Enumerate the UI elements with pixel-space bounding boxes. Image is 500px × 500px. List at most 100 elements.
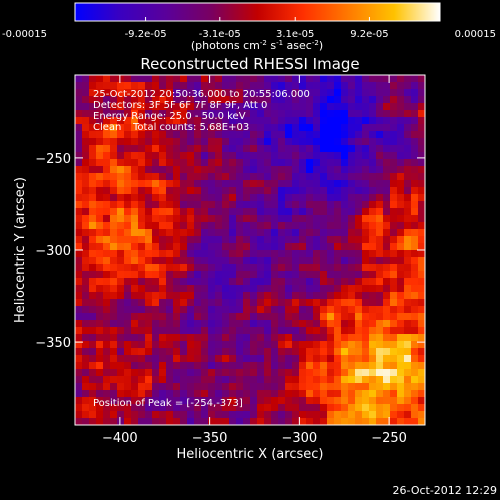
heatmap-cell [278,313,286,321]
heatmap-cell [173,397,181,405]
heatmap-cell [299,362,307,370]
heatmap-cell [82,348,90,356]
heatmap-cell [250,250,258,258]
heatmap-cell [411,159,419,167]
heatmap-cell [208,229,216,237]
heatmap-cell [138,75,146,83]
heatmap-cell [383,271,391,279]
heatmap-cell [110,271,118,279]
heatmap-cell [355,103,363,111]
heatmap-cell [243,362,251,370]
heatmap-cell [103,208,111,216]
colorbar-tick-label: -9.2e-05 [125,29,167,40]
heatmap-cell [355,418,363,426]
heatmap-cell [397,173,405,181]
heatmap-cell [124,173,132,181]
heatmap-cell [145,75,153,83]
heatmap-cell [299,383,307,391]
heatmap-cell [110,355,118,363]
heatmap-cell [89,103,97,111]
heatmap-cell [348,418,356,426]
heatmap-cell [348,327,356,335]
heatmap-cell [243,89,251,97]
heatmap-cell [418,390,426,398]
heatmap-cell [334,208,342,216]
heatmap-cell [208,271,216,279]
heatmap-cell [138,250,146,258]
heatmap-cell [292,173,300,181]
heatmap-cell [376,306,384,314]
heatmap-cell [110,278,118,286]
heatmap-cell [229,82,237,90]
heatmap-cell [285,376,293,384]
heatmap-cell [75,229,83,237]
heatmap-cell [341,159,349,167]
heatmap-cell [187,110,195,118]
heatmap-cell [348,159,356,167]
heatmap-cell [355,166,363,174]
heatmap-cell [313,159,321,167]
heatmap-cell [89,334,97,342]
heatmap-cell [383,306,391,314]
heatmap-cell [250,369,258,377]
heatmap-cell [285,250,293,258]
heatmap-cell [404,173,412,181]
heatmap-cell [222,341,230,349]
heatmap-cell [215,334,223,342]
heatmap-cell [369,117,377,125]
heatmap-cell [103,390,111,398]
heatmap-cell [327,82,335,90]
heatmap-cell [89,383,97,391]
heatmap-cell [383,327,391,335]
heatmap-cell [369,404,377,412]
heatmap-cell [215,369,223,377]
heatmap-cell [327,299,335,307]
heatmap-cell [166,124,174,132]
heatmap-cell [103,124,111,132]
heatmap-cell [215,96,223,104]
heatmap-cell [131,159,139,167]
heatmap-cell [89,362,97,370]
heatmap-cell [411,404,419,412]
heatmap-cell [89,194,97,202]
heatmap-cell [82,341,90,349]
heatmap-cell [264,271,272,279]
heatmap-cell [306,208,314,216]
heatmap-cell [145,341,153,349]
heatmap-cell [145,229,153,237]
heatmap-cell [341,229,349,237]
heatmap-cell [138,411,146,419]
heatmap-cell [124,159,132,167]
heatmap-cell [348,397,356,405]
heatmap-cell [404,110,412,118]
heatmap-cell [110,250,118,258]
heatmap-cell [117,327,125,335]
heatmap-cell [411,243,419,251]
heatmap-cell [152,89,160,97]
heatmap-cell [159,404,167,412]
heatmap-cell [313,250,321,258]
heatmap-cell [355,194,363,202]
heatmap-cell [75,355,83,363]
heatmap-cell [82,278,90,286]
heatmap-cell [152,320,160,328]
heatmap-cell [285,187,293,195]
heatmap-cell [75,152,83,160]
heatmap-cell [334,215,342,223]
heatmap-cell [201,82,209,90]
heatmap-cell [341,124,349,132]
heatmap-cell [376,383,384,391]
heatmap-cell [341,201,349,209]
heatmap-cell [299,355,307,363]
heatmap-cell [327,362,335,370]
heatmap-cell [306,355,314,363]
heatmap-cell [320,362,328,370]
heatmap-cell [243,348,251,356]
heatmap-cell [250,82,258,90]
heatmap-cell [257,103,265,111]
heatmap-cell [292,138,300,146]
heatmap-cell [320,348,328,356]
heatmap-cell [285,180,293,188]
heatmap-cell [327,306,335,314]
heatmap-cell [75,75,83,83]
